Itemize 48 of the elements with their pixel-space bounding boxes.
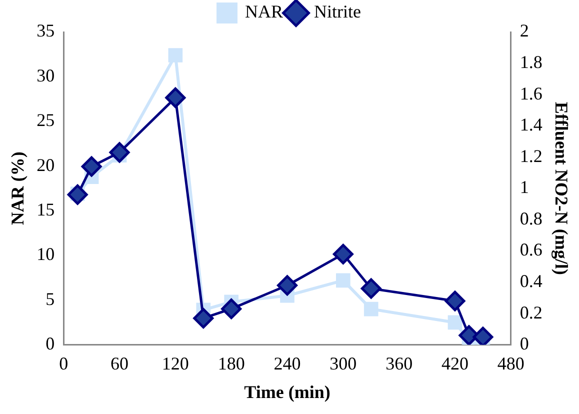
y-tick-label: 10 <box>36 244 55 264</box>
y-tick-label: 0 <box>46 334 55 354</box>
point <box>448 315 462 330</box>
x-tick-label: 60 <box>110 353 129 374</box>
y2-tick-label: 0.2 <box>520 302 542 322</box>
point <box>109 142 130 163</box>
legend-label: NAR <box>245 2 284 22</box>
y2-tick-label: 1 <box>520 177 529 198</box>
y-tick-label: 5 <box>46 288 55 309</box>
y2-tick-label: 0.4 <box>520 270 542 291</box>
y2-tick-label: 1.2 <box>520 146 542 166</box>
y2-tick-label: 0.6 <box>520 240 542 260</box>
y2-tick-label: 1.4 <box>520 114 542 135</box>
y2-tick-label: 0.8 <box>520 208 542 228</box>
y2-tick-label: 0 <box>520 334 529 354</box>
x-tick-label: 360 <box>386 353 413 374</box>
y-tick-label: 35 <box>36 20 55 41</box>
x-tick-label: 180 <box>218 353 245 374</box>
point <box>277 275 298 296</box>
point <box>165 87 186 108</box>
y-tick-label: 20 <box>36 154 55 175</box>
point <box>193 308 214 328</box>
point <box>221 298 242 320</box>
point <box>364 302 378 316</box>
point <box>360 278 382 299</box>
x-tick-label: 480 <box>497 353 524 374</box>
x-tick-label: 0 <box>59 353 68 374</box>
x-axis-title: Time (min) <box>244 382 330 402</box>
point <box>332 244 354 264</box>
y2-tick-label: 2 <box>520 20 529 41</box>
point <box>336 273 350 288</box>
x-tick-label: 420 <box>441 353 468 374</box>
x-tick-label: 120 <box>162 353 189 374</box>
y2-tick-label: 1.8 <box>520 52 542 72</box>
x-tick-label: 300 <box>330 353 357 374</box>
point <box>67 184 88 205</box>
y-tick-label: 30 <box>36 65 55 86</box>
y2-axis-title: Effluent NO2-N (mg/l) <box>552 102 572 275</box>
y2-tick-label: 1.6 <box>520 83 542 104</box>
y-tick-label: 15 <box>36 199 55 220</box>
point <box>168 48 183 62</box>
y-tick-label: 25 <box>36 110 55 130</box>
legend-label: Nitrite <box>314 2 362 22</box>
point <box>81 156 102 177</box>
y-axis-title: NAR (%) <box>7 152 28 226</box>
x-tick-label: 240 <box>274 353 301 374</box>
point <box>472 326 494 345</box>
point <box>444 290 466 312</box>
